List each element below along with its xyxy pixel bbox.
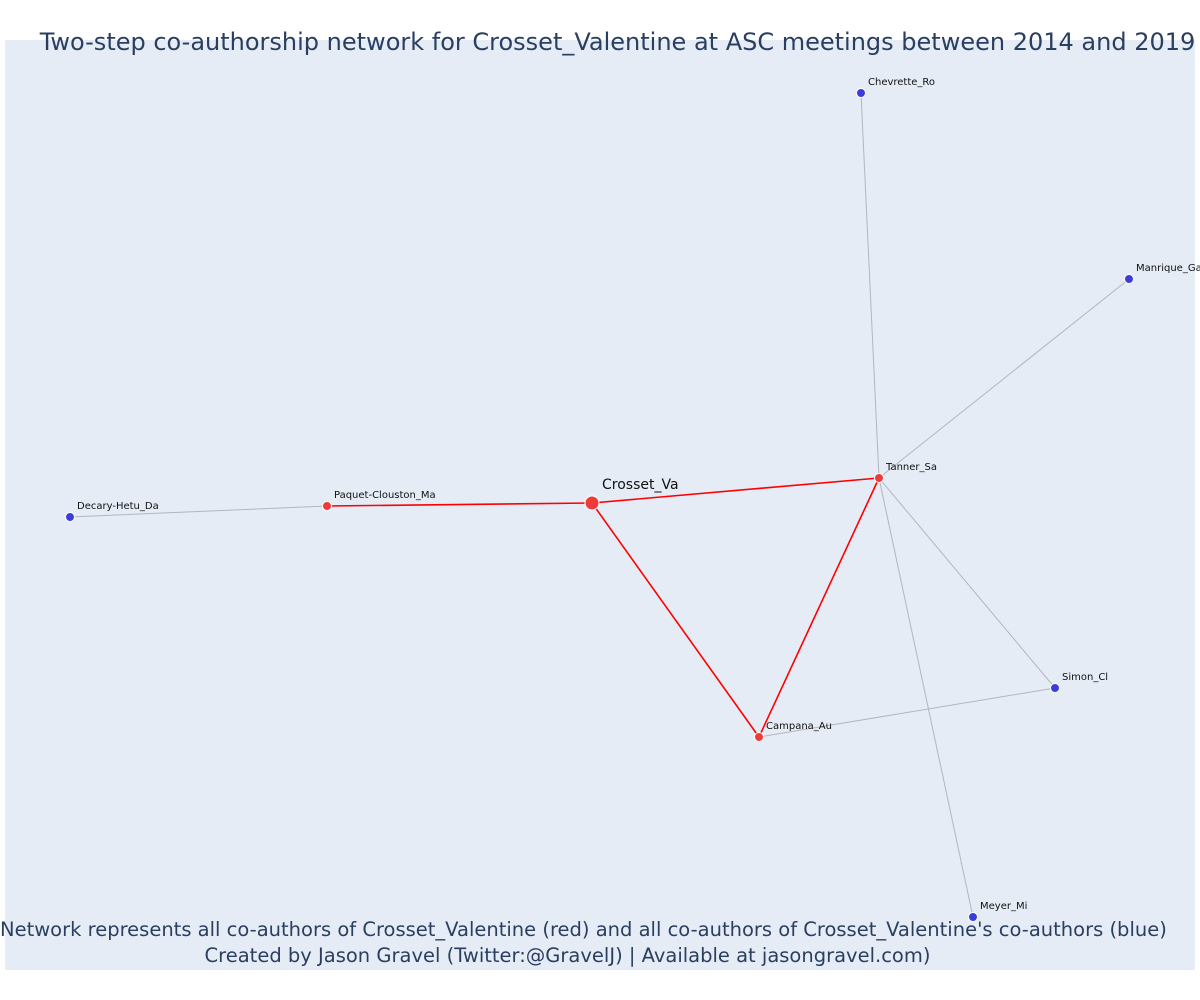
edge-Crosset_Va-Campana_Au — [591, 502, 760, 738]
node-label-Campana_Au: Campana_Au — [766, 721, 832, 732]
node-Manrique_Ga[interactable] — [1124, 274, 1134, 284]
footer-note: Network represents all co-authors of Cro… — [0, 918, 1167, 941]
diagram-title: Two-step co-authorship network for Cross… — [39, 28, 1196, 56]
node-label-Simon_Cl: Simon_Cl — [1062, 672, 1108, 683]
edge-Crosset_Va-Paquet-Clouston_Ma — [326, 502, 593, 507]
edge-Tanner_Sa-Campana_Au — [758, 477, 880, 738]
edges-layer — [69, 92, 1130, 918]
edge-Crosset_Va-Tanner_Sa — [591, 477, 880, 504]
edge-Tanner_Sa-Meyer_Mi — [878, 477, 974, 918]
node-Decary-Hetu_Da[interactable] — [65, 512, 75, 522]
node-label-Chevrette_Ro: Chevrette_Ro — [868, 77, 935, 88]
footer-credit: Created by Jason Gravel (Twitter:@Gravel… — [204, 944, 931, 967]
node-label-Crosset_Va: Crosset_Va — [602, 477, 679, 493]
node-label-Meyer_Mi: Meyer_Mi — [980, 901, 1027, 912]
node-label-Tanner_Sa: Tanner_Sa — [885, 462, 937, 473]
node-Campana_Au[interactable] — [754, 732, 764, 742]
node-Crosset_Va[interactable] — [584, 495, 600, 511]
plot-background — [5, 40, 1195, 970]
edge-Tanner_Sa-Chevrette_Ro — [860, 92, 880, 479]
edge-Tanner_Sa-Simon_Cl — [878, 477, 1056, 689]
node-label-Manrique_Ga: Manrique_Ga — [1136, 263, 1200, 274]
node-label-Paquet-Clouston_Ma: Paquet-Clouston_Ma — [334, 490, 436, 501]
node-Paquet-Clouston_Ma[interactable] — [322, 501, 332, 511]
edge-Tanner_Sa-Manrique_Ga — [878, 278, 1130, 479]
edge-Paquet-Clouston_Ma-Decary-Hetu_Da — [69, 505, 328, 518]
edge-Campana_Au-Simon_Cl — [758, 687, 1056, 738]
node-Chevrette_Ro[interactable] — [856, 88, 866, 98]
node-label-Decary-Hetu_Da: Decary-Hetu_Da — [77, 501, 159, 512]
node-Tanner_Sa[interactable] — [874, 473, 884, 483]
nodes-layer — [65, 88, 1134, 922]
labels-layer: Crosset_Va Tanner_Sa Paquet-Clouston_Ma Cam… — [77, 77, 1200, 912]
node-Simon_Cl[interactable] — [1050, 683, 1060, 693]
node-Meyer_Mi[interactable] — [968, 912, 978, 922]
